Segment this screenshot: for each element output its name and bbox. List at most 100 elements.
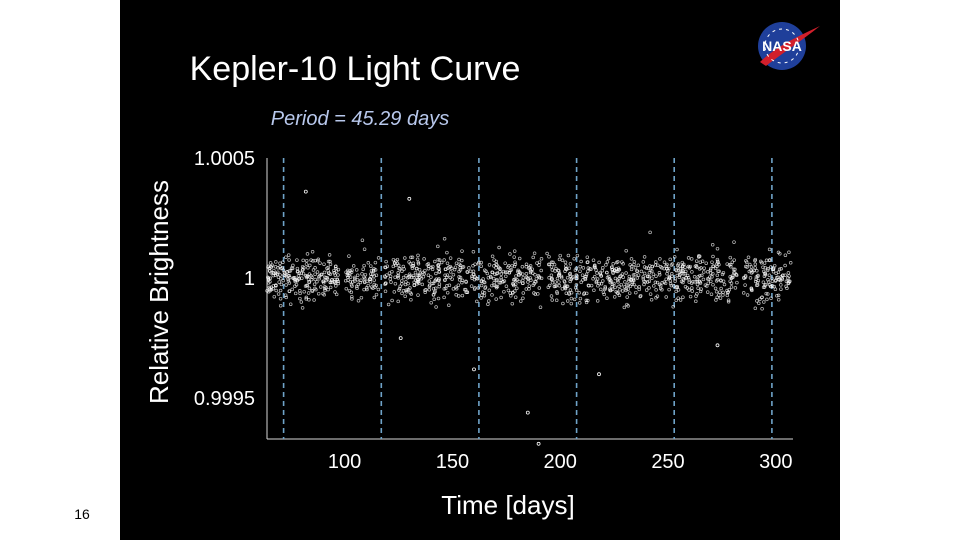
data-point (512, 255, 516, 259)
data-point (614, 289, 618, 294)
data-point (564, 266, 568, 271)
data-point (454, 293, 458, 297)
data-point (553, 280, 558, 284)
data-point (766, 267, 770, 271)
data-point (513, 278, 518, 283)
data-point (443, 273, 447, 278)
data-point (416, 273, 421, 278)
data-point (494, 272, 499, 276)
data-point (524, 275, 529, 279)
data-point (777, 267, 782, 272)
data-point (495, 263, 499, 267)
data-point (755, 269, 759, 273)
data-point (585, 255, 590, 259)
data-point (295, 266, 300, 271)
data-point (776, 293, 781, 298)
data-point (534, 280, 538, 284)
data-point (562, 285, 567, 289)
data-point (786, 271, 791, 275)
data-point (650, 264, 654, 269)
data-point (687, 288, 691, 292)
data-point (730, 260, 735, 264)
data-point (651, 272, 656, 276)
data-point (557, 284, 562, 288)
data-point (287, 274, 292, 278)
data-point (473, 262, 477, 266)
data-point (291, 276, 296, 281)
data-point (559, 276, 564, 280)
data-point (528, 270, 533, 275)
data-point (422, 257, 426, 261)
data-point (711, 271, 715, 276)
data-point (779, 267, 783, 271)
data-point (764, 291, 768, 296)
data-point (315, 279, 319, 284)
data-point (765, 297, 769, 302)
data-point (696, 286, 700, 290)
data-point (475, 299, 479, 304)
data-point (657, 271, 662, 275)
data-point (549, 273, 554, 278)
data-point (302, 265, 306, 270)
data-point (322, 279, 326, 283)
data-point (310, 250, 315, 254)
data-point (765, 268, 770, 273)
data-point (299, 271, 303, 276)
data-point (458, 265, 462, 270)
data-point (507, 264, 511, 268)
data-point (365, 279, 369, 284)
data-point (569, 290, 574, 295)
data-point (334, 292, 339, 297)
data-point (406, 281, 410, 286)
data-point (699, 287, 703, 291)
data-point (310, 289, 315, 293)
data-point (393, 281, 398, 286)
data-point (680, 260, 685, 265)
data-point (744, 260, 749, 264)
data-point (664, 277, 668, 281)
data-point (691, 280, 695, 284)
data-point (358, 280, 363, 285)
data-point (667, 266, 671, 271)
data-point (565, 299, 570, 303)
data-point (734, 273, 739, 278)
data-point (642, 255, 647, 259)
data-point (757, 301, 761, 306)
data-point (324, 285, 328, 290)
data-point (350, 297, 354, 301)
data-point (304, 258, 309, 263)
data-point (690, 286, 694, 290)
data-point (293, 284, 297, 288)
data-point (395, 274, 400, 278)
data-point (675, 247, 679, 252)
data-point (396, 299, 400, 304)
data-point (605, 270, 609, 275)
data-point (629, 257, 634, 261)
data-point (697, 254, 701, 258)
data-point (632, 262, 636, 267)
data-point (647, 274, 652, 279)
data-point (555, 276, 560, 281)
data-point (562, 280, 567, 284)
data-point (398, 267, 402, 271)
data-point (472, 287, 477, 291)
data-point (416, 279, 421, 284)
data-point (690, 289, 695, 293)
data-point (551, 260, 555, 265)
data-point (410, 255, 415, 260)
data-point (706, 281, 711, 285)
data-point (752, 268, 756, 273)
data-point (698, 280, 702, 284)
data-point (719, 286, 723, 291)
data-point (681, 280, 685, 285)
data-point (660, 281, 664, 285)
data-point (407, 272, 412, 276)
data-point (650, 276, 654, 280)
data-point (681, 268, 685, 273)
data-point (532, 291, 536, 295)
data-point (277, 280, 281, 284)
data-point (494, 278, 499, 283)
y-tick-label: 1.0005 (194, 148, 255, 170)
data-point (700, 273, 704, 278)
data-point (672, 255, 677, 259)
